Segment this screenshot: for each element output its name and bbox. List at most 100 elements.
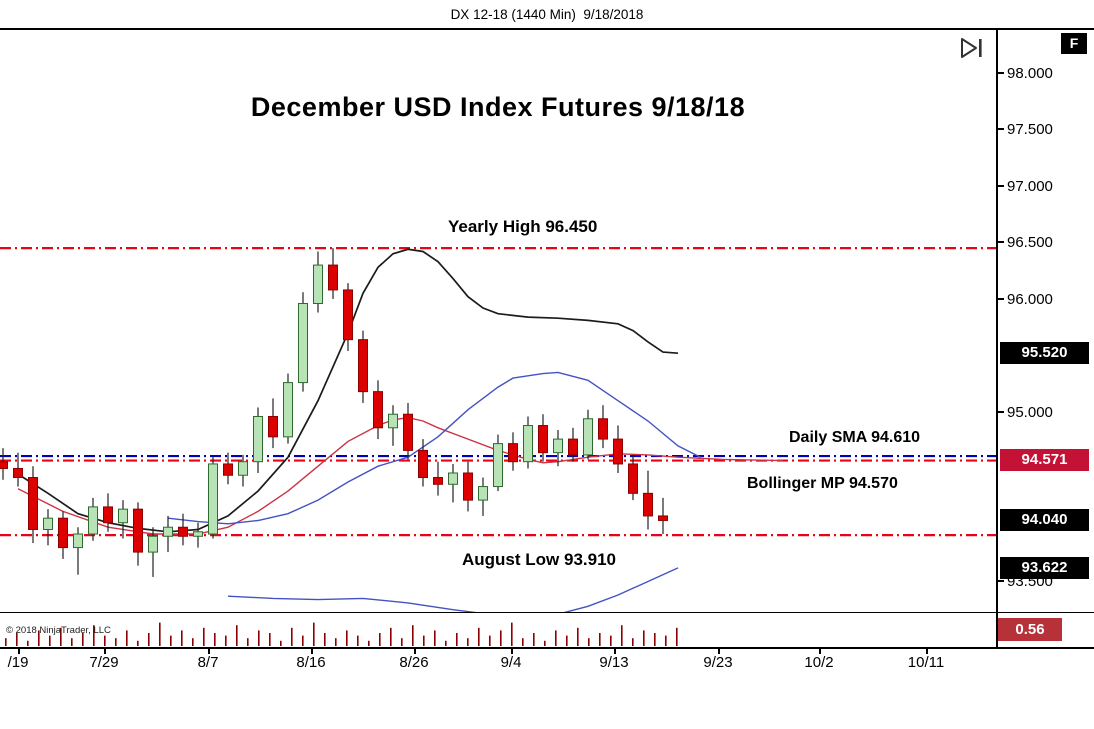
candle-8/24 [403, 402, 413, 460]
candle-8/29 [448, 463, 458, 503]
indicator-tick [192, 638, 194, 646]
mid-band-red [17, 416, 784, 535]
indicator-tick [577, 627, 579, 646]
indicator-tick [302, 635, 304, 646]
indicator-tick [368, 640, 370, 646]
indicator-tick [324, 633, 326, 646]
indicator-tick [335, 638, 337, 646]
candle-7/20 [28, 466, 38, 544]
indicator-tick [643, 630, 645, 646]
candle-9/6 [538, 414, 548, 462]
candle-7/26 [88, 497, 98, 541]
price-tick-mark [998, 241, 1004, 244]
indicator-tick [346, 630, 348, 646]
candle-8/8 [223, 452, 233, 485]
time-tick-label: /19 [7, 654, 29, 671]
indicator-value-badge: 0.56 [998, 618, 1062, 641]
candle-9/13 [613, 425, 623, 473]
candle-8/28 [433, 461, 443, 496]
indicator-tick [478, 627, 480, 646]
indicator-tick [621, 625, 623, 646]
panel-divider [0, 612, 1094, 613]
indicator-tick [225, 635, 227, 646]
indicator-tick [313, 622, 315, 646]
time-tick-mark [104, 649, 106, 654]
indicator-tick [170, 635, 172, 646]
indicator-tick [599, 633, 601, 646]
candle-8/21 [358, 330, 368, 403]
price-tick-mark [998, 410, 1004, 413]
time-tick-label: 9/13 [599, 654, 629, 671]
candle-9/11 [583, 409, 593, 460]
indicator-tick [412, 625, 414, 646]
indicator-tick [632, 638, 634, 646]
indicator-tick [544, 640, 546, 646]
indicator-tick [445, 640, 447, 646]
indicator-tick [676, 627, 678, 646]
yearly-high-label: Yearly High 96.450 [448, 217, 598, 236]
candle-8/16 [313, 251, 323, 313]
indicator-tick [489, 635, 491, 646]
candle-8/9 [238, 454, 248, 487]
indicator-tick [27, 640, 29, 646]
candle-8/2 [163, 515, 173, 553]
indicator-tick [159, 622, 161, 646]
price-tick-mark [998, 184, 1004, 187]
candle-8/20 [343, 283, 353, 351]
price-badge-95.520: 95.520 [1000, 342, 1089, 365]
indicator-tick [467, 638, 469, 646]
candle-7/31 [133, 502, 143, 566]
candle-7/27 [103, 493, 113, 532]
time-axis[interactable]: /19 7/29 8/7 8/16 8/26 9/4 9/13 9/23 10/2 10/11 [0, 647, 1094, 679]
sma-blue [167, 371, 701, 525]
price-tick-label: 98.000 [1007, 64, 1053, 82]
price-tick-label: 96.500 [1007, 234, 1053, 252]
candle-9/10 [568, 427, 578, 462]
time-tick-label: 10/11 [907, 654, 945, 671]
time-tick-label: 8/7 [197, 654, 219, 671]
price-axis[interactable]: 98.000 97.500 97.000 96.500 96.000 95.000 93.5… [996, 28, 1094, 647]
indicator-ticks [5, 622, 678, 646]
price-chart[interactable]: December USD Index Futures 9/18/18 Yearl… [0, 28, 996, 612]
indicator-tick [126, 630, 128, 646]
price-badge-94.571: 94.571 [1000, 449, 1089, 472]
candle-8/17 [328, 248, 338, 299]
indicator-tick [214, 633, 216, 646]
candle-9/7 [553, 430, 563, 467]
indicator-tick [566, 635, 568, 646]
candle-8/3 [178, 513, 188, 546]
indicator-tick [247, 638, 249, 646]
indicator-tick [148, 633, 150, 646]
time-tick-mark [819, 649, 821, 654]
candle-7/19 [13, 452, 23, 487]
candle-8/13 [268, 398, 278, 449]
candle-9/4 [508, 432, 518, 471]
candle-8/22 [373, 380, 383, 440]
candle-9/12 [598, 405, 608, 449]
indicator-panel[interactable]: © 2018 NinjaTrader, LLC [0, 613, 996, 647]
indicator-tick [401, 638, 403, 646]
daily-sma-label: Daily SMA 94.610 [789, 429, 921, 446]
candle-9/5 [523, 416, 533, 469]
time-tick-label: 7/29 [89, 654, 119, 671]
price-tick-label: 96.000 [1007, 290, 1053, 308]
go-to-end-icon[interactable] [958, 36, 988, 60]
candle-9/17 [643, 470, 653, 530]
indicator-tick [665, 635, 667, 646]
indicator-tick [379, 633, 381, 646]
indicator-tick [269, 633, 271, 646]
candle-8/10 [253, 407, 263, 473]
indicator-tick [434, 630, 436, 646]
candle-9/14 [628, 454, 638, 501]
indicator-tick [115, 638, 117, 646]
chart-title-annotation: December USD Index Futures 9/18/18 [250, 92, 746, 122]
august-low-label: August Low 93.910 [462, 550, 616, 569]
indicator-tick [500, 630, 502, 646]
indicator-tick [357, 635, 359, 646]
candle-7/25 [73, 527, 83, 575]
candle-8/7 [208, 457, 218, 539]
indicator-tick [137, 640, 139, 646]
indicator-tick [181, 630, 183, 646]
indicator-tick [555, 630, 557, 646]
bollinger-mp-label: Bollinger MP 94.570 [747, 475, 898, 492]
